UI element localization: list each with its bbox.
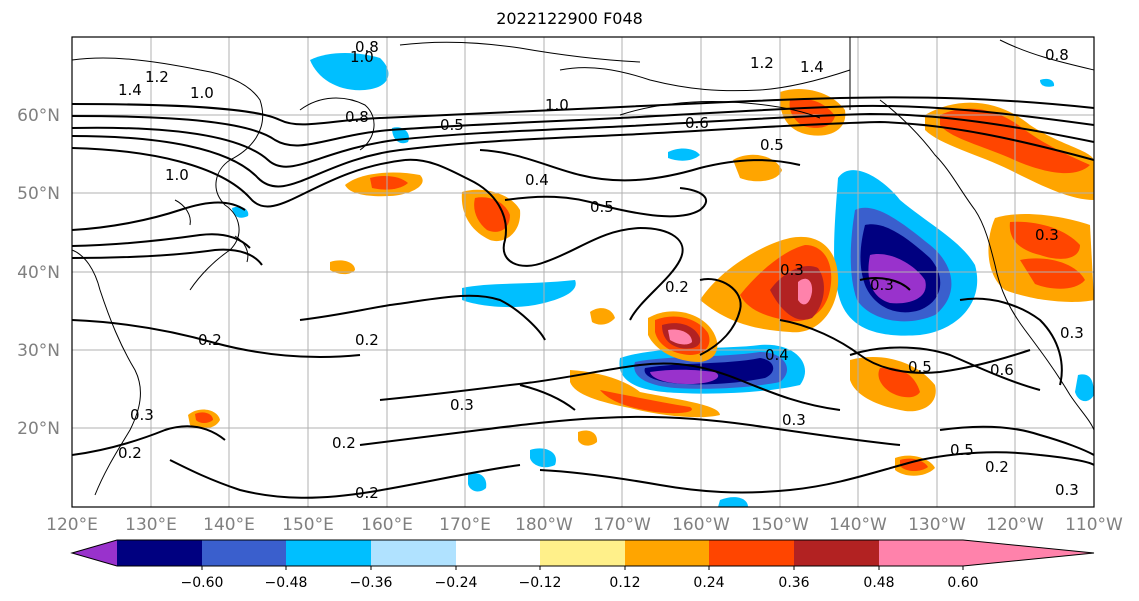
contour-label: 0.2 [198,331,222,349]
contour-label: 0.5 [760,136,784,154]
colorbar-arrow-left [72,540,117,566]
lon-label: 110°W [1065,515,1123,535]
colorbar-segment [286,540,371,566]
contour-label: 1.0 [165,166,189,184]
lon-label: 120°E [46,515,98,535]
map-frame [71,36,1095,508]
contour-label: 0.3 [1055,481,1079,499]
lon-label: 130°W [908,515,966,535]
contour-label: 1.4 [800,58,824,76]
lon-label: 140°E [203,515,255,535]
colorbar-tick-label: 0.24 [693,575,724,591]
contour-labels: 1.4 1.2 1.0 0.8 1.0 1.2 1.4 1.0 0.8 0.6 … [118,38,1084,502]
colorbar-segment [794,540,879,566]
lon-label: 150°E [282,515,334,535]
contour-label: 0.3 [130,406,154,424]
contour-label: 0.2 [332,434,356,452]
colorbar-segment [879,540,963,566]
contour-label: 0.8 [1045,46,1069,64]
contour-label: 0.3 [780,261,804,279]
colorbar-segment [709,540,794,566]
contour-label: 0.3 [1060,324,1084,342]
contour-label: 0.3 [782,411,806,429]
lon-label: 120°W [986,515,1044,535]
lat-label: 60°N [17,106,60,126]
lon-label: 160°E [361,515,413,535]
contour-label: 0.5 [908,358,932,376]
contour-label: 0.6 [990,361,1014,379]
latitude-labels: 60°N 50°N 40°N 30°N 20°N [17,106,60,439]
contour-label: 0.2 [118,444,142,462]
colorbar-arrow-right [963,540,1094,566]
contour-label: 0.3 [1035,226,1059,244]
contour-label: 0.2 [355,331,379,349]
colorbar-segment [625,540,709,566]
colorbar-tick-label: 0.36 [778,575,809,591]
contour-label: 1.0 [350,48,374,66]
contours [72,96,1094,499]
contour-label: 0.6 [685,114,709,132]
contour-label: 1.4 [118,81,142,99]
contour-label: 0.2 [665,278,689,296]
contour-label: 0.4 [525,171,549,189]
map-panel [72,37,1094,507]
colorbar-tick-label: 0.48 [863,575,894,591]
contour-label: 0.2 [355,484,379,502]
contour-label: 0.8 [355,38,379,56]
contour-label: 0.4 [765,346,789,364]
contour-label: 0.3 [870,276,894,294]
contour-label: 0.5 [440,116,464,134]
contour-label: 0.3 [450,396,474,414]
lat-label: 50°N [17,184,60,204]
lon-label: 170°W [593,515,651,535]
lat-label: 30°N [17,341,60,361]
colorbar: −0.60 −0.48 −0.36 −0.24 −0.12 0.12 0.24 … [70,539,1095,591]
colorbar-segment [202,540,286,566]
contour-label: 1.0 [545,96,569,114]
colorbar-tick-label: −0.12 [519,575,562,591]
colorbar-tick-label: −0.24 [435,575,478,591]
colorbar-segment [540,540,625,566]
map-title: 2022122900 F048 [496,9,643,28]
lon-label: 170°E [439,515,491,535]
contour-label: 1.2 [750,54,774,72]
colorbar-outline [70,539,1095,567]
colorbar-segment [456,540,540,566]
colorbar-segment [371,540,456,566]
lat-label: 20°N [17,419,60,439]
longitude-labels: 120°E 130°E 140°E 150°E 160°E 170°E 180°… [46,515,1123,535]
lon-label: 130°E [125,515,177,535]
lon-label: 180°W [515,515,573,535]
lat-label: 40°N [17,263,60,283]
contour-label: 1.2 [145,68,169,86]
colorbar-tick-label: −0.60 [181,575,224,591]
contour-label: 1.0 [190,84,214,102]
colorbar-segment [117,540,202,566]
coastlines [72,37,1094,496]
lon-label: 160°W [672,515,730,535]
lon-label: 140°W [829,515,887,535]
colorbar-tick-label: 0.60 [947,575,978,591]
contour-label: 0.2 [985,458,1009,476]
lon-label: 150°W [751,515,809,535]
contour-label: 0.8 [345,108,369,126]
colorbar-tick-label: −0.36 [350,575,393,591]
anomaly-shading [188,53,1094,507]
contour-label: 0.5 [590,198,614,216]
colorbar-tick-label: −0.48 [265,575,308,591]
contour-label: 0.5 [950,441,974,459]
colorbar-tick-label: 0.12 [609,575,640,591]
